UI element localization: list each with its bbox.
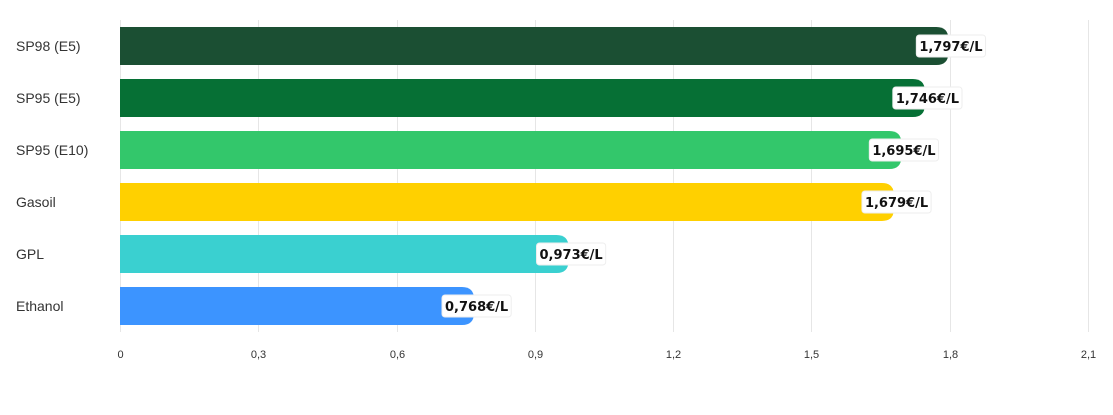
data-label: 0,973€/L <box>536 242 607 266</box>
data-labels: 1,797€/L 1,746€/L 1,695€/L 1,679€/L 0,973€/L… <box>441 34 987 318</box>
bar <box>120 183 894 221</box>
data-label-text: 1,695€/L <box>872 144 935 159</box>
category-label: SP95 (E5) <box>16 90 81 106</box>
data-label: 1,746€/L <box>892 86 963 110</box>
data-label-box <box>915 34 987 58</box>
grid-layer <box>120 20 1089 332</box>
data-label-text: 0,768€/L <box>445 300 508 315</box>
data-label-text: 1,746€/L <box>896 92 959 107</box>
data-label-box <box>868 138 940 162</box>
x-tick-label: 1,2 <box>666 349 681 361</box>
category-label: Gasoil <box>16 194 56 210</box>
data-label: 0,768€/L <box>441 294 512 318</box>
bar <box>120 235 569 273</box>
category-label: SP95 (E10) <box>16 142 88 158</box>
x-tick-label: 0,9 <box>528 349 543 361</box>
bar <box>120 131 902 169</box>
x-tick-label: 1,8 <box>943 349 958 361</box>
bar <box>120 79 925 117</box>
category-label: Ethanol <box>16 298 63 314</box>
bar <box>120 27 949 65</box>
x-tick-labels: 0 0,3 0,6 0,9 1,2 1,5 1,8 2,1 <box>117 349 1096 361</box>
data-label-box <box>892 86 963 110</box>
x-tick-label: 0 <box>117 349 123 361</box>
x-tick-label: 1,5 <box>804 349 819 361</box>
category-labels: SP98 (E5) SP95 (E5) SP95 (E10) Gasoil GPL Eth… <box>16 38 88 314</box>
data-label-box <box>861 190 932 214</box>
category-label: GPL <box>16 246 44 262</box>
data-label-box <box>536 242 607 266</box>
data-label: 1,679€/L <box>861 190 932 214</box>
x-tick-label: 2,1 <box>1081 349 1096 361</box>
data-label-text: 1,797€/L <box>919 40 982 55</box>
data-label-box <box>441 294 512 318</box>
x-tick-label: 0,6 <box>390 349 405 361</box>
bar-layer <box>120 27 949 325</box>
x-tick-label: 0,3 <box>251 349 266 361</box>
data-label: 1,695€/L <box>868 138 940 162</box>
bar <box>120 287 475 325</box>
category-label: SP98 (E5) <box>16 38 81 54</box>
data-label-text: 1,679€/L <box>865 196 928 211</box>
data-label: 1,797€/L <box>915 34 987 58</box>
data-label-text: 0,973€/L <box>540 248 603 263</box>
